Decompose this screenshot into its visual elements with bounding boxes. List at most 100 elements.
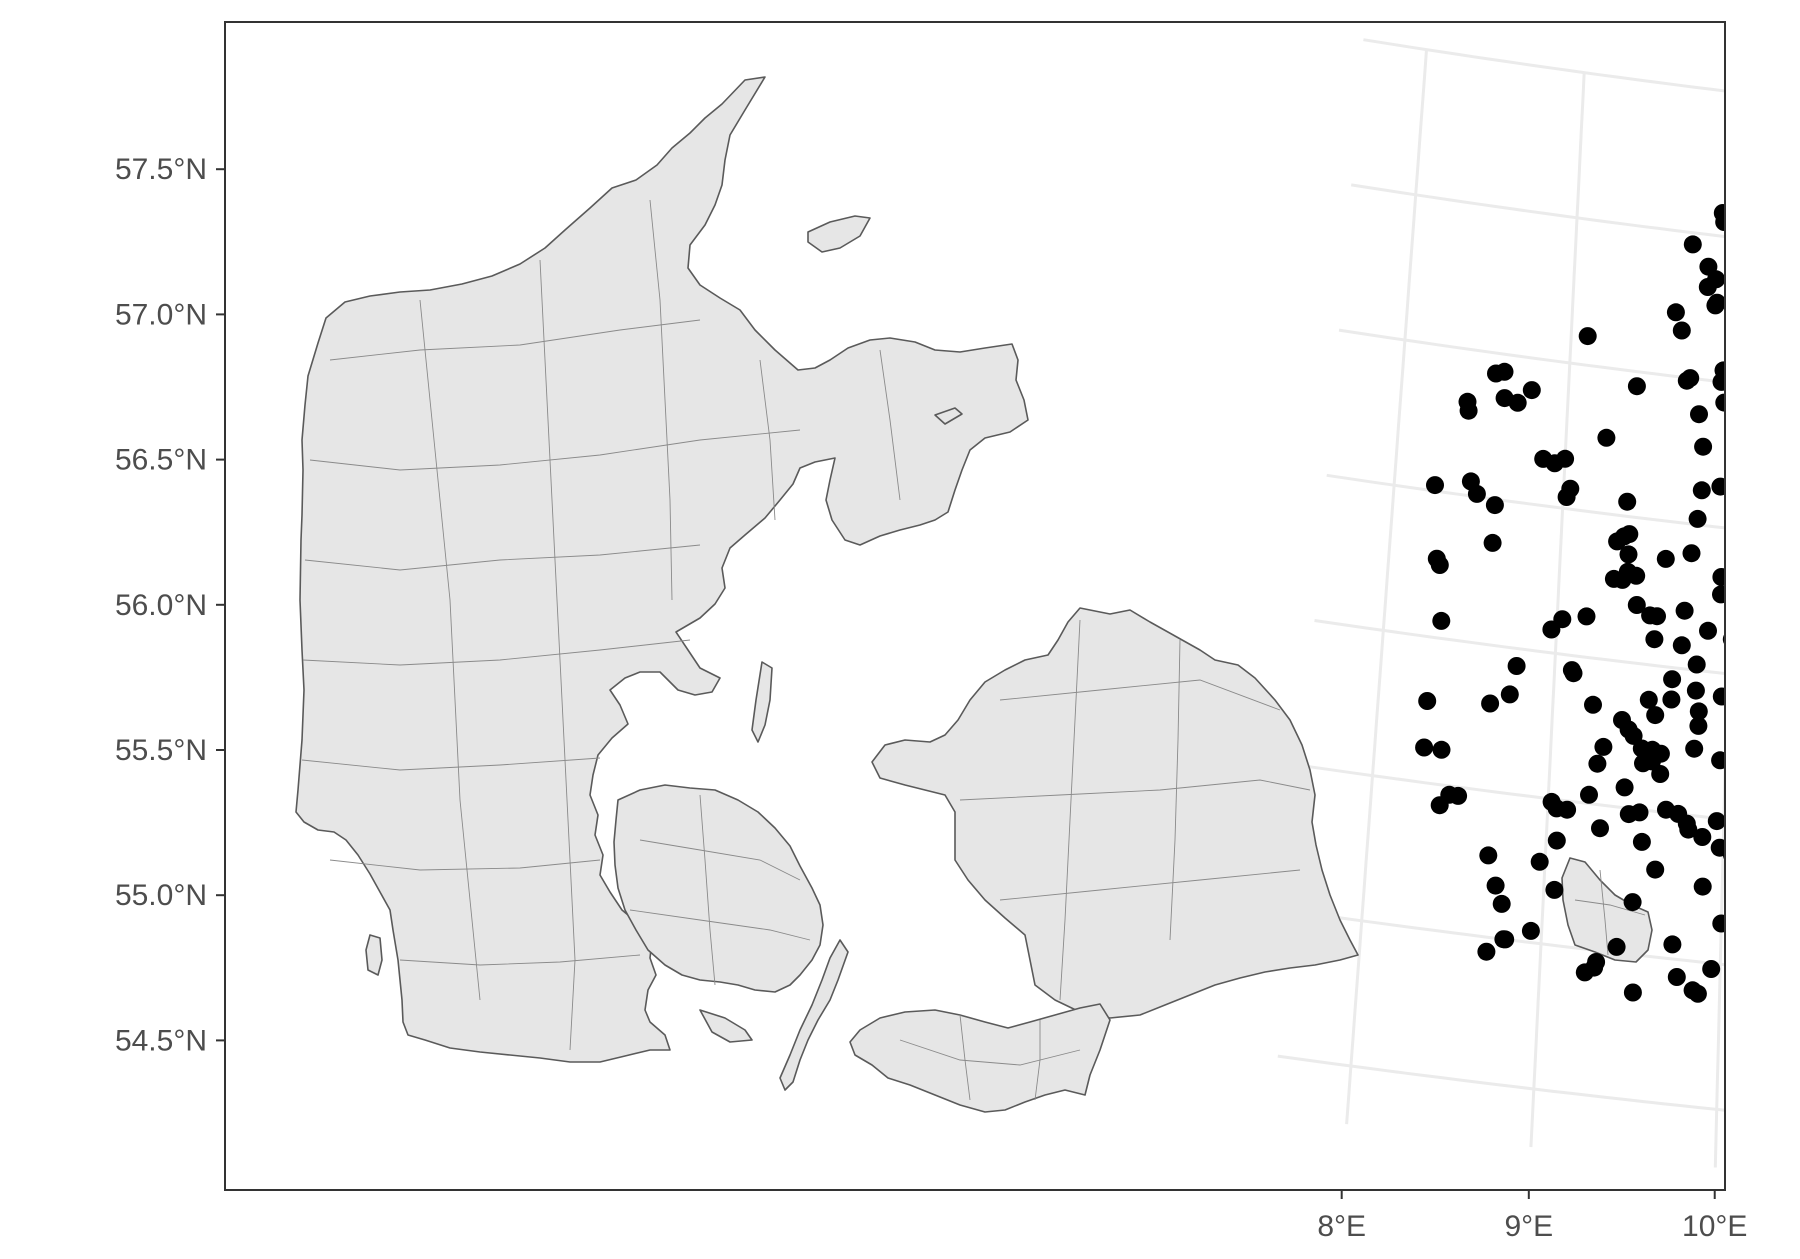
site-point — [1492, 894, 1511, 913]
site-point — [1507, 657, 1526, 675]
site-point — [1477, 942, 1496, 961]
site-point — [1608, 532, 1627, 551]
site-point — [1459, 401, 1478, 420]
site-point — [1711, 477, 1725, 496]
site-point — [1698, 278, 1717, 296]
municipal-boundaries — [301, 199, 1646, 1101]
site-point — [1778, 921, 1796, 939]
site-point — [1753, 337, 1771, 355]
site-point — [1782, 197, 1800, 215]
parallel-line — [1350, 183, 1725, 239]
site-point — [1775, 287, 1793, 305]
site-point — [1483, 533, 1502, 552]
site-point — [1730, 640, 1748, 658]
langeland-landmass — [779, 939, 849, 1091]
parallel-line — [1338, 328, 1725, 384]
site-point — [1415, 738, 1434, 757]
site-points — [1415, 197, 1800, 1003]
site-point — [1651, 765, 1670, 783]
site-point — [1712, 568, 1725, 586]
site-point — [1679, 820, 1698, 839]
site-point — [1666, 303, 1685, 322]
site-point — [1754, 593, 1772, 611]
site-point — [1736, 282, 1754, 300]
site-point — [1712, 585, 1725, 604]
site-point — [1690, 405, 1708, 424]
jutland-landmass — [295, 76, 1029, 1063]
site-point — [1467, 484, 1486, 503]
site-point — [1692, 481, 1711, 500]
site-point — [1710, 838, 1725, 857]
site-point — [1739, 673, 1757, 691]
site-point — [1645, 630, 1664, 649]
graticule — [1277, 38, 1725, 1168]
site-point — [1711, 751, 1725, 770]
site-point — [1734, 655, 1752, 673]
site-point — [1730, 550, 1748, 568]
zealand-landmass — [871, 607, 1359, 1019]
site-point — [1693, 828, 1712, 846]
site-point — [1746, 444, 1764, 462]
site-point — [1623, 893, 1642, 912]
site-point — [1557, 488, 1576, 506]
x-tick-label: 9°E — [1504, 1210, 1553, 1243]
bornholm-island — [1561, 857, 1653, 963]
site-point — [1689, 716, 1708, 735]
site-point — [1753, 672, 1771, 690]
site-point — [1738, 498, 1756, 516]
site-point — [1486, 876, 1505, 895]
site-point — [1778, 831, 1796, 849]
site-point — [1712, 372, 1725, 391]
site-point — [1575, 963, 1594, 982]
meridian-line — [1529, 72, 1586, 1148]
site-point — [1521, 921, 1540, 940]
site-point — [1783, 858, 1800, 876]
anholt-island — [934, 407, 963, 425]
meridian-line — [1713, 715, 1725, 1168]
site-point — [1627, 377, 1646, 396]
site-point — [1430, 556, 1449, 574]
site-point — [1672, 636, 1691, 655]
funen-landmass — [613, 784, 824, 993]
site-point — [1667, 968, 1686, 986]
site-point — [1740, 615, 1758, 633]
site-point — [1687, 655, 1706, 674]
site-point — [1646, 860, 1665, 879]
site-point — [1432, 740, 1451, 759]
site-point — [1791, 888, 1800, 906]
site-point — [1751, 863, 1769, 881]
y-tick-label: 57.0°N — [115, 298, 207, 331]
site-point — [1449, 786, 1468, 805]
romo-island — [365, 934, 383, 976]
site-point — [1591, 819, 1609, 838]
site-point — [1777, 575, 1795, 593]
y-axis: 57.5°N 57.0°N 56.5°N 56.0°N 55.5°N 55.0°N 54.5… — [115, 153, 225, 1057]
site-point — [1734, 838, 1752, 856]
parallel-line — [1277, 1054, 1725, 1112]
site-point — [1702, 960, 1721, 978]
site-point — [1418, 692, 1437, 710]
site-point — [1675, 601, 1694, 620]
site-point — [1694, 437, 1713, 456]
site-point — [1778, 843, 1796, 861]
site-point — [1479, 846, 1498, 865]
site-point — [1627, 596, 1646, 614]
site-point — [1685, 739, 1704, 758]
site-point — [1494, 930, 1513, 949]
site-point — [1639, 690, 1658, 709]
site-point — [1578, 327, 1597, 346]
site-point — [1738, 810, 1756, 828]
site-point — [1786, 530, 1800, 548]
site-point — [1729, 879, 1747, 897]
x-axis: 8°E9°E10°E11°E12°E13°E14°E15°E — [1317, 1190, 1747, 1243]
y-tick-label: 54.5°N — [115, 1024, 207, 1057]
site-point — [1522, 381, 1541, 400]
site-point — [1672, 321, 1691, 340]
site-point — [1577, 607, 1596, 626]
site-point — [1662, 690, 1681, 709]
site-point — [1584, 695, 1602, 714]
y-tick-label: 56.5°N — [115, 444, 207, 477]
site-point — [1619, 805, 1638, 824]
site-point — [1426, 476, 1444, 495]
